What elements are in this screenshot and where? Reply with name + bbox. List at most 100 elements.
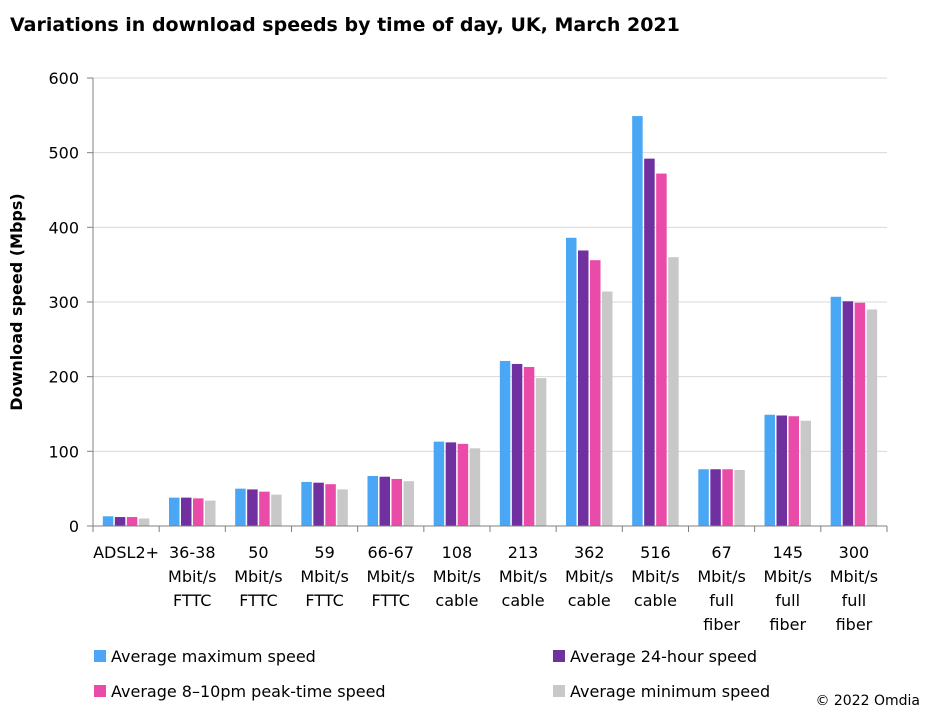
bar <box>259 491 270 526</box>
bar <box>602 291 613 526</box>
bar <box>866 309 878 526</box>
bar <box>722 469 733 526</box>
legend-swatch <box>553 650 565 662</box>
x-tick-label: 66-67 <box>368 543 415 562</box>
axes <box>92 78 888 532</box>
bar <box>271 494 282 526</box>
x-tick-label: full <box>842 591 867 610</box>
x-tick-label: 108 <box>442 543 473 562</box>
x-tick-label: cable <box>435 591 478 610</box>
bar <box>445 442 457 526</box>
y-tick-label: 600 <box>48 69 79 88</box>
x-tick-label: cable <box>568 591 611 610</box>
y-axis-ticks: 0 100 200 300 400 500 600 <box>48 69 93 536</box>
bar <box>301 481 312 526</box>
y-tick-label: 0 <box>69 517 79 536</box>
bar <box>235 488 246 526</box>
x-tick-label: FTTC <box>305 591 343 610</box>
bar <box>391 478 402 526</box>
bar <box>403 481 414 526</box>
bar <box>379 476 390 526</box>
x-axis-labels: ADSL2+ 36-38 Mbit/s FTTC 50 Mbit/s FTTC 59 Mbit/… <box>93 543 878 634</box>
bar <box>590 260 601 526</box>
bar <box>205 500 216 526</box>
bar <box>138 518 150 526</box>
bar <box>734 470 745 526</box>
x-tick-label: Mbit/s <box>168 567 216 586</box>
x-tick-label: fiber <box>769 615 806 634</box>
bar <box>325 484 336 526</box>
bar <box>181 497 192 526</box>
y-tick-label: 500 <box>48 144 79 163</box>
x-tick-label: ADSL2+ <box>93 543 159 562</box>
x-tick-label: cable <box>502 591 545 610</box>
bar <box>337 489 348 526</box>
x-tick-label: 59 <box>314 543 334 562</box>
bar <box>668 257 679 526</box>
x-tick-label: FTTC <box>372 591 410 610</box>
x-tick-label: full <box>709 591 734 610</box>
y-axis-label: Download speed (Mbps) <box>7 193 26 410</box>
bar <box>788 416 799 526</box>
chart-title: Variations in download speeds by time of… <box>10 14 680 36</box>
y-tick-label: 200 <box>48 368 79 387</box>
bar <box>578 250 589 527</box>
bar <box>698 469 709 526</box>
bar <box>566 237 577 526</box>
bar <box>656 173 667 526</box>
x-tick-label: fiber <box>836 615 873 634</box>
bar <box>710 469 721 526</box>
legend-swatch <box>553 685 565 697</box>
bar <box>523 366 535 526</box>
bar <box>367 475 378 526</box>
x-tick-label: 213 <box>508 543 539 562</box>
x-tick-label: 50 <box>248 543 268 562</box>
x-tick-label: Mbit/s <box>499 567 547 586</box>
legend-label: Average minimum speed <box>570 682 770 701</box>
bar <box>114 517 126 526</box>
bar <box>126 517 138 526</box>
bar <box>313 482 324 526</box>
x-tick-label: Mbit/s <box>697 567 745 586</box>
bar <box>535 378 547 526</box>
y-tick-label: 100 <box>48 442 79 461</box>
legend: Average maximum speed Average 24-hour spe… <box>94 647 770 701</box>
bar <box>469 448 481 526</box>
x-tick-label: full <box>775 591 800 610</box>
bar <box>499 360 511 526</box>
gridlines <box>93 77 887 452</box>
x-tick-label: cable <box>634 591 677 610</box>
legend-label: Average 8–10pm peak-time speed <box>111 682 386 701</box>
x-tick-label: Mbit/s <box>830 567 878 586</box>
bar <box>169 497 180 526</box>
bar <box>842 301 854 526</box>
legend-label: Average maximum speed <box>111 647 316 666</box>
x-tick-label: Mbit/s <box>565 567 613 586</box>
x-tick-label: Mbit/s <box>234 567 282 586</box>
legend-label: Average 24-hour speed <box>570 647 757 666</box>
bar <box>247 489 258 526</box>
y-tick-label: 400 <box>48 218 79 237</box>
x-tick-label: 362 <box>574 543 605 562</box>
y-tick-label: 300 <box>48 293 79 312</box>
bar <box>644 158 655 526</box>
bar <box>854 302 866 526</box>
x-tick-label: Mbit/s <box>764 567 812 586</box>
bar <box>102 516 114 526</box>
bars <box>102 116 878 527</box>
bar <box>632 116 643 526</box>
x-tick-label: 67 <box>711 543 731 562</box>
x-tick-label: FTTC <box>239 591 277 610</box>
bar <box>800 420 811 526</box>
x-tick-label: fiber <box>703 615 740 634</box>
x-tick-label: Mbit/s <box>631 567 679 586</box>
x-tick-label: 36-38 <box>169 543 216 562</box>
x-tick-label: 145 <box>772 543 803 562</box>
x-tick-label: 516 <box>640 543 671 562</box>
bar <box>511 363 523 526</box>
credit: © 2022 Omdia <box>815 693 920 709</box>
x-tick-label: Mbit/s <box>367 567 415 586</box>
legend-swatch <box>94 685 106 697</box>
bar <box>193 498 204 526</box>
